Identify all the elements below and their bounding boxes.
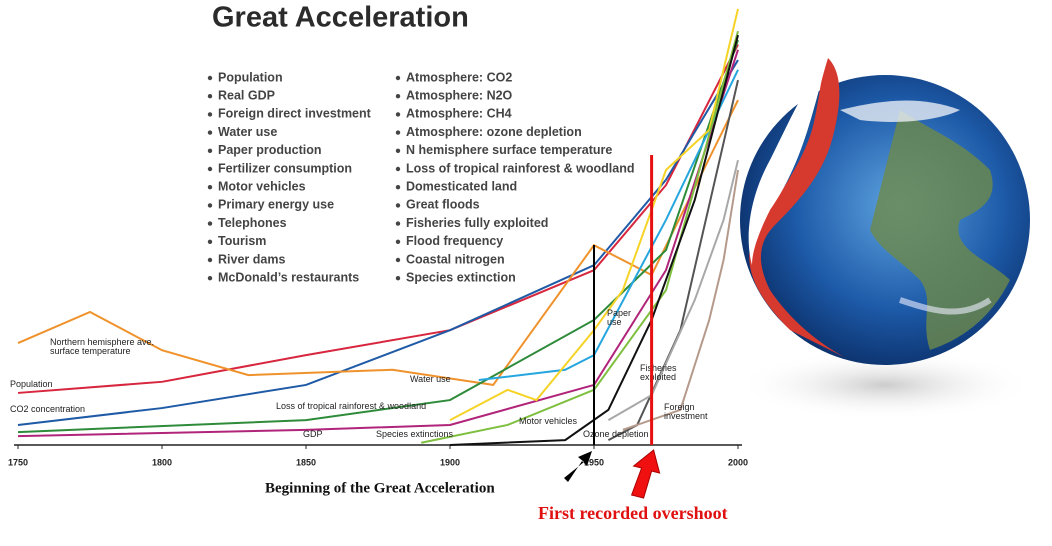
series-label: Foreign investment [664, 403, 708, 422]
x-tick-label: 1750 [8, 457, 28, 467]
arrow [564, 451, 592, 482]
bullet [395, 221, 401, 226]
chart-title: Great Acceleration [212, 2, 469, 34]
series-label-box: Motor vehicles [519, 417, 578, 426]
x-tick-label: 1900 [440, 457, 460, 467]
note-item: Real GDP [218, 88, 275, 102]
bullet [395, 203, 401, 208]
note-item: Flood frequency [406, 234, 503, 248]
bullet [207, 221, 213, 226]
series-line [449, 34, 739, 446]
series-label-box: Fisheries exploited [640, 364, 677, 383]
series-line [449, 8, 739, 421]
bullet [207, 166, 213, 172]
bullet [207, 257, 213, 263]
series-label: Population [10, 380, 53, 389]
series-label: Water use [410, 375, 451, 384]
series-label: Fisheries exploited [640, 364, 677, 383]
bullet [395, 276, 401, 281]
note-item: Species extinction [406, 270, 516, 284]
note-item: McDonald’s restaurants [218, 270, 359, 284]
series-line [17, 39, 739, 434]
bullet [395, 130, 401, 135]
note-item: Fisheries fully exploited [406, 216, 548, 230]
globe [735, 58, 1035, 420]
note-item: Domesticated land [406, 179, 517, 193]
bullet [207, 276, 213, 281]
series-label-box: CO2 concentration [10, 405, 86, 414]
note-item: Population [218, 70, 283, 84]
series-label: Motor vehicles [519, 417, 578, 426]
x-tick-label: 1950 [584, 457, 604, 467]
note-item: Atmosphere: N2O [406, 88, 513, 102]
note-item: Primary energy use [218, 198, 334, 212]
note-item: Water use [218, 125, 277, 139]
series-label-box: GDP [303, 430, 323, 439]
series-label-box: Population [10, 380, 53, 389]
note-item: Foreign direct investment [218, 107, 372, 121]
series-label-box: Foreign investment [664, 403, 708, 422]
bullet [207, 94, 213, 99]
bullet [395, 94, 401, 99]
bullet [395, 75, 401, 81]
bullet [207, 112, 213, 117]
series-label-box: Water use [410, 375, 451, 384]
note-item: Motor vehicles [218, 179, 306, 193]
bullet [207, 75, 213, 81]
x-tick-label: 1850 [296, 457, 316, 467]
note-item: Loss of tropical rainforest & woodland [406, 161, 635, 175]
note-item: Great floods [406, 198, 480, 212]
series-line [622, 169, 739, 431]
bullet [395, 166, 401, 172]
bullet [207, 185, 213, 190]
series-label: Northern hemisphere ave. surface tempera… [50, 338, 155, 357]
note-item: Paper production [218, 143, 321, 157]
series-label: CO2 concentration [10, 405, 86, 414]
annotation: Beginning of the Great Acceleration [265, 480, 495, 496]
note-item: N hemisphere surface temperature [406, 143, 612, 157]
series-label-box: Loss of tropical rainforest & woodland [276, 402, 427, 411]
series-line [17, 59, 739, 426]
series-label-box: Species extinctions [376, 430, 454, 439]
series-label-box: Ozone depletion [583, 430, 649, 439]
series-label: Paper use [607, 309, 632, 328]
bullet [207, 148, 213, 153]
bullet [395, 185, 401, 190]
bullet [395, 112, 401, 117]
bullet [207, 130, 213, 135]
series-label-box: Northern hemisphere ave. surface tempera… [50, 338, 155, 357]
x-tick-label: 2000 [728, 457, 748, 467]
x-tick-label: 1800 [152, 457, 172, 467]
note-item: Tourism [218, 234, 266, 248]
bullet [207, 203, 213, 208]
series-line [17, 49, 739, 438]
arrow [630, 449, 661, 499]
note-item: Telephones [218, 216, 287, 230]
series-label: GDP [303, 430, 323, 439]
bullet [395, 257, 401, 263]
series-label-box: Paper use [607, 309, 632, 328]
series-label: Ozone depletion [583, 430, 649, 439]
note-item: Atmosphere: CO2 [406, 70, 512, 84]
note-item: Fertilizer consumption [218, 161, 352, 175]
note-item: Atmosphere: CH4 [406, 107, 512, 121]
note-item: River dams [218, 252, 285, 266]
series-label: Loss of tropical rainforest & woodland [276, 402, 427, 411]
series-label: Species extinctions [376, 430, 454, 439]
bullet [207, 239, 213, 244]
bullet [395, 239, 401, 244]
note-item: Atmosphere: ozone depletion [406, 125, 582, 139]
annotation: First recorded overshoot [538, 503, 728, 523]
series-line [607, 159, 739, 421]
note-item: Coastal nitrogen [406, 252, 505, 266]
bullet [395, 148, 401, 153]
